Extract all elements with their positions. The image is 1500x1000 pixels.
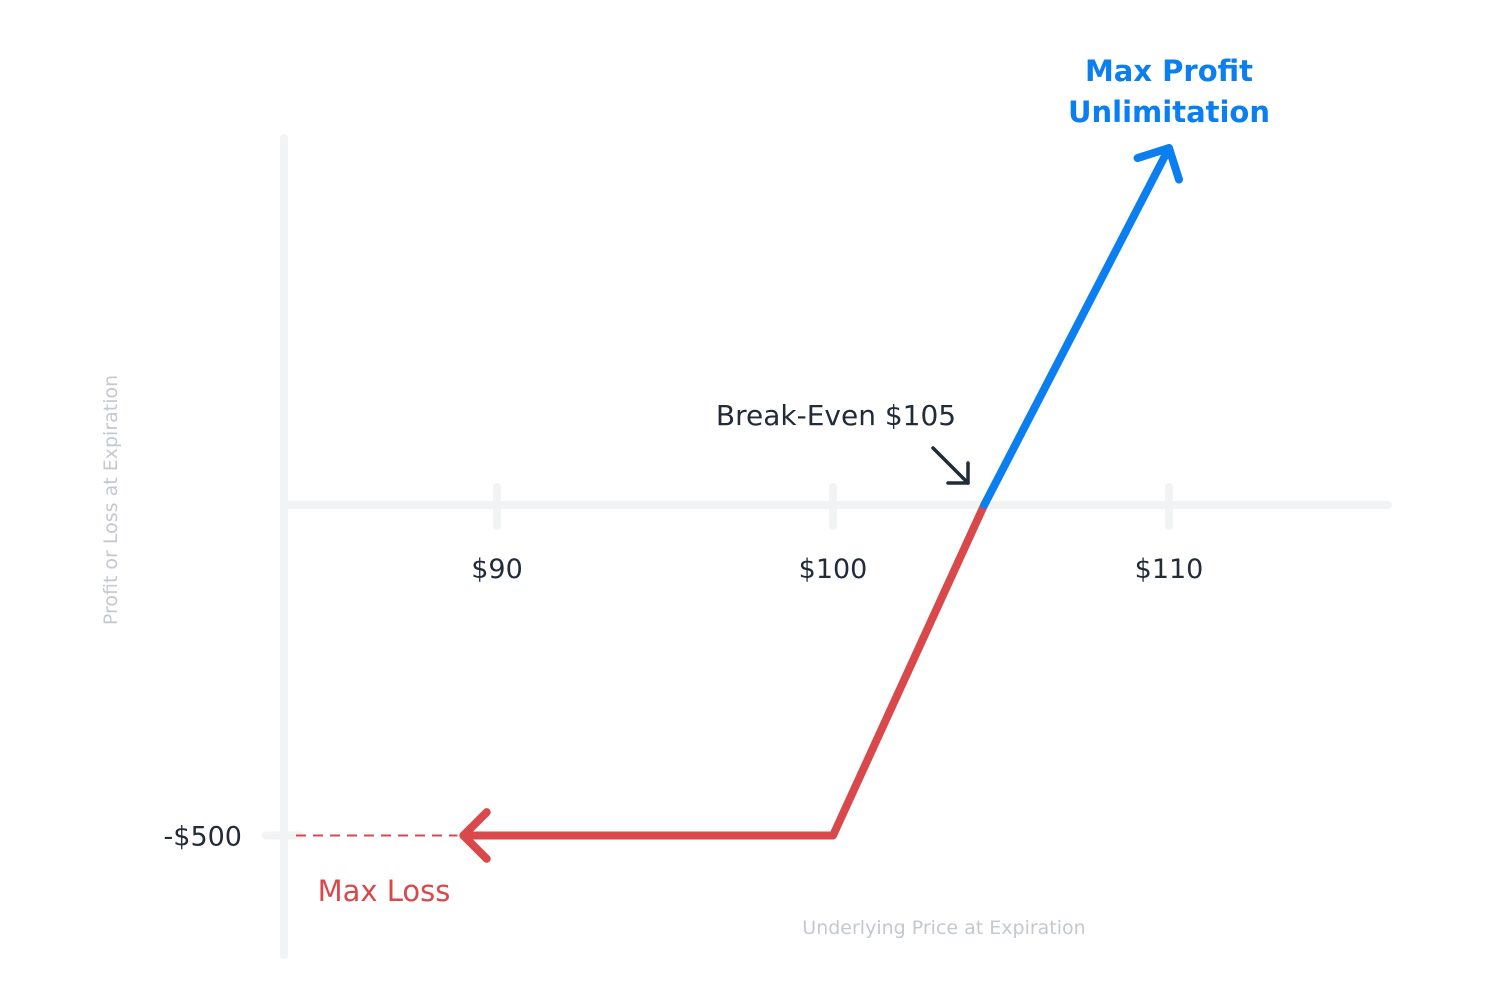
y-ticks: -$500	[164, 822, 304, 853]
max-profit-label-line1: Max Profit	[1085, 54, 1253, 88]
x-ticks: $90 $100 $110	[471, 483, 1204, 585]
profit-series-line	[980, 144, 1173, 509]
break-even-arrow-icon	[931, 446, 970, 485]
y-tick-label: -$500	[164, 822, 242, 853]
x-tick-label: $90	[471, 554, 523, 585]
loss-series-line	[459, 501, 989, 840]
x-axis-title: Underlying Price at Expiration	[802, 917, 1085, 939]
break-even-label: Break-Even $105	[716, 399, 956, 432]
loss-arrowhead-icon	[459, 808, 491, 863]
x-tick-label: $110	[1135, 554, 1204, 585]
max-loss-label: Max Loss	[318, 874, 451, 908]
max-profit-label-line2: Unlimitation	[1068, 95, 1270, 129]
x-tick-label: $100	[799, 554, 868, 585]
profit-arrowhead-icon	[1133, 144, 1183, 184]
payoff-series	[296, 144, 1183, 863]
y-axis-title: Profit or Loss at Expiration	[100, 375, 122, 625]
